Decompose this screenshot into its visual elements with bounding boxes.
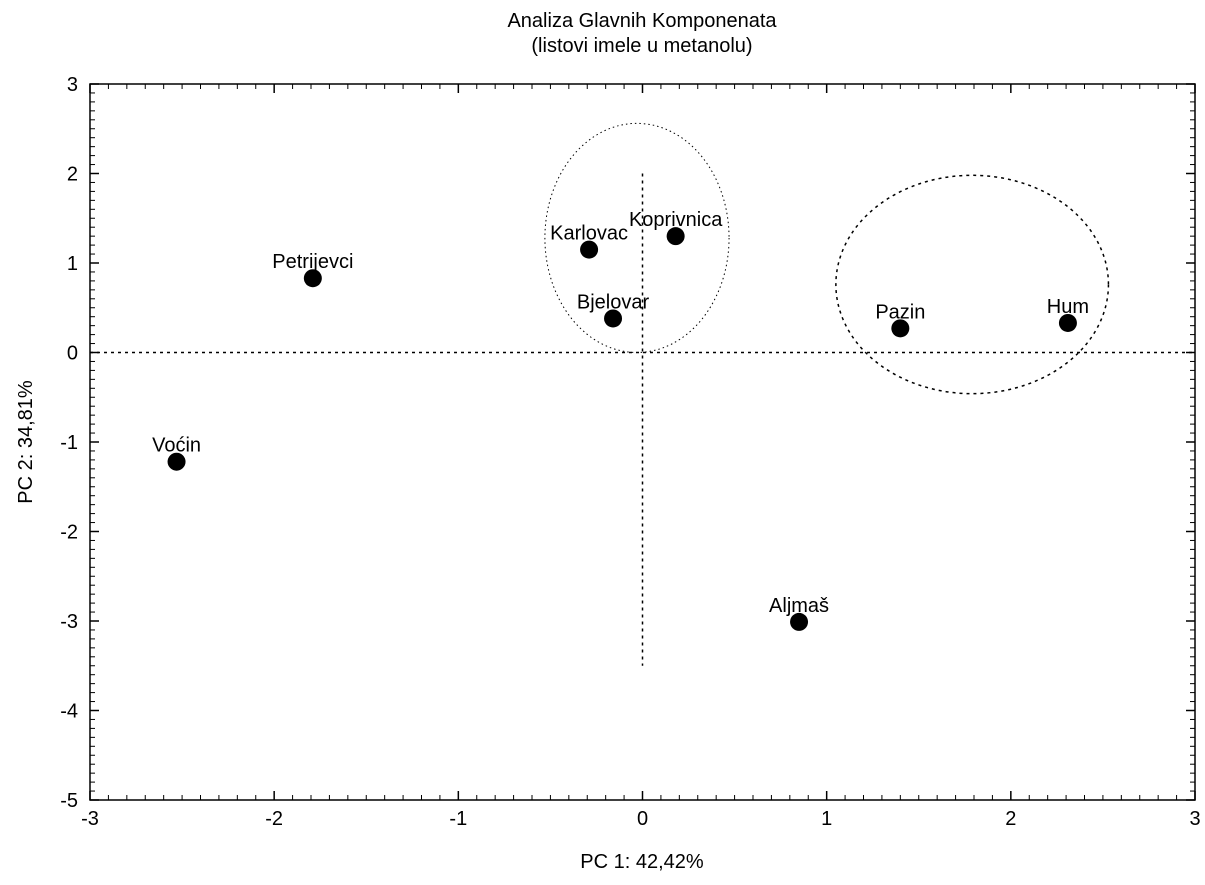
chart-title: Analiza Glavnih Komponenata [507,10,777,32]
data-point [303,269,322,288]
y-tick-label: 0 [67,343,78,365]
data-point-label: Koprivnica [629,209,723,231]
y-tick-label: 2 [67,164,78,186]
data-point [167,452,186,471]
x-tick-label: 2 [1005,808,1016,830]
x-axis-label: PC 1: 42,42% [580,851,704,873]
data-point [580,240,599,259]
data-point-label: Pazin [875,301,925,323]
data-point-label: Petrijevci [272,251,353,273]
y-tick-label: -2 [60,522,78,544]
data-point [604,309,623,328]
chart-subtitle: (listovi imele u metanolu) [531,35,752,57]
x-tick-label: -2 [265,808,283,830]
reference-lines [90,173,1195,666]
data-point [666,227,685,246]
data-point-label: Aljmaš [769,595,829,617]
x-tick-label: 3 [1189,808,1200,830]
data-point [790,612,809,631]
data-point-label: Bjelovar [577,291,650,313]
y-tick-label: -1 [60,432,78,454]
y-tick-label: 1 [67,253,78,275]
data-point [891,319,910,338]
x-tick-label: -3 [81,808,99,830]
cluster-ellipses [544,122,1110,395]
data-point-label: Hum [1047,296,1089,318]
data-point-label: Voćin [152,435,201,457]
x-tick-label: -1 [449,808,467,830]
x-tick-label: 1 [821,808,832,830]
y-tick-label: -4 [60,701,78,723]
data-point [1058,313,1077,332]
x-tick-label: 0 [637,808,648,830]
y-tick-label: -3 [60,611,78,633]
cluster-ellipse-2 [835,174,1110,395]
y-axis-label: PC 2: 34,81% [15,380,37,504]
axis-ticks: -3 -2 -1 0 1 2 3 3 2 1 0 -1 -2 -3 -4 -5 [60,74,1200,830]
cluster-ellipse-1 [544,122,730,353]
data-point-label: Karlovac [550,223,628,245]
y-tick-label: 3 [67,74,78,96]
y-tick-label: -5 [60,790,78,812]
